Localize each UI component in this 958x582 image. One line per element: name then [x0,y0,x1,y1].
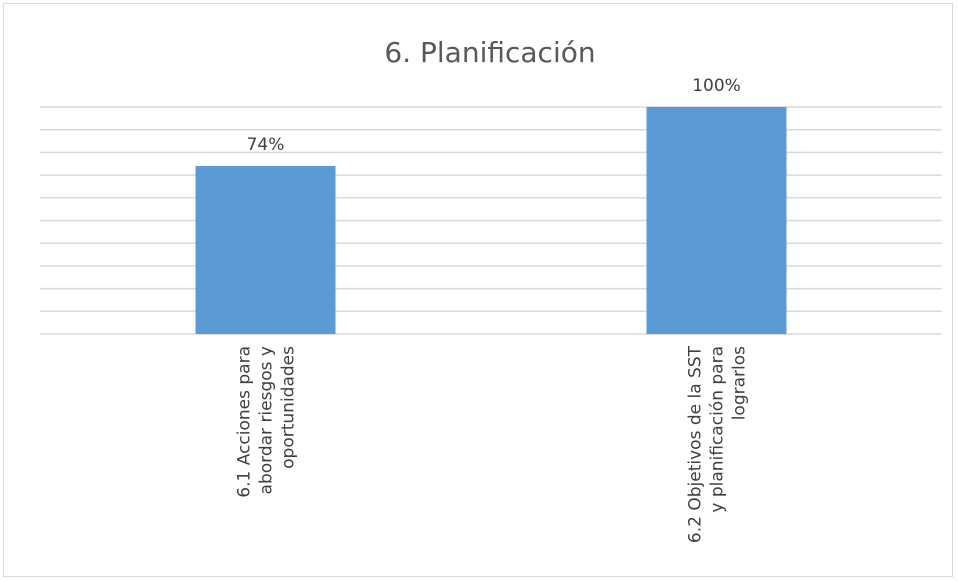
bar-2 [646,107,787,334]
data-labels: 74% 100% [247,76,741,155]
category-labels: 6.1 Acciones para abordar riesgos y oportu… [235,345,750,543]
bars [195,107,787,334]
category-label-line: lograrlos [730,346,750,420]
data-label-2: 100% [692,76,741,96]
category-label-line: y planificación para [708,346,728,513]
chart-frame [3,3,953,577]
chart-title: 6. Planificación [384,36,595,69]
category-label-2: 6.2 Objetivos de la SST y planificación p… [686,345,750,543]
category-label-line: 6.1 Acciones para [235,346,255,498]
category-label-line: oportunidades [279,346,299,469]
gridlines [40,106,942,335]
data-label-1: 74% [247,135,285,155]
category-label-line: abordar riesgos y [257,346,277,494]
bar-1 [195,166,336,334]
category-label-1: 6.1 Acciones para abordar riesgos y oportu… [235,346,299,498]
category-label-line: 6.2 Objetivos de la SST [686,345,706,543]
